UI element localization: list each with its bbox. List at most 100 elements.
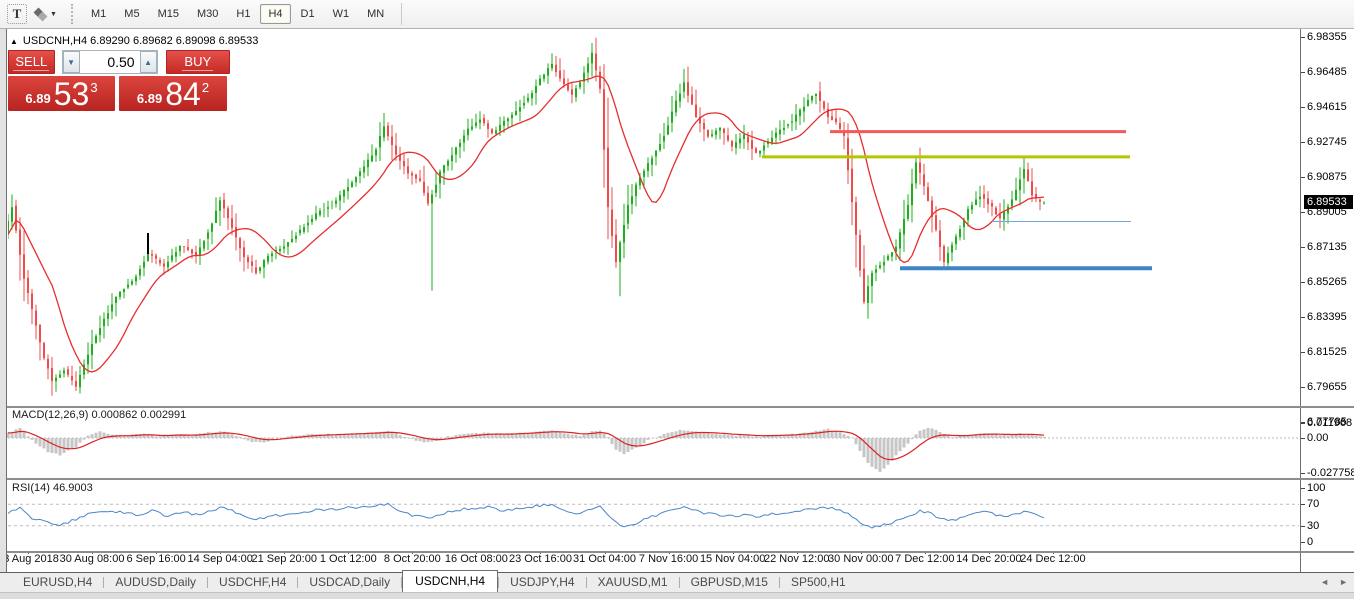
chart-tab-eurusd-h4[interactable]: EURUSD,H4 [23,575,93,589]
axis-tick [1301,37,1305,38]
timeframe-toolbar: T ▼ M1 M5 M15 M30 H1 H4 D1 W1 MN [0,0,1354,29]
timeframe-button-h1[interactable]: H1 [236,8,251,20]
axis-tick [1301,72,1305,73]
date-axis-label: 31 Oct 04:00 [573,553,637,565]
rsi-axis-label: 0 [1307,536,1314,548]
axis-tick [1301,438,1305,439]
tab-scroll-right-icon[interactable]: ► [1339,577,1348,587]
date-axis-label: 14 Sep 04:00 [187,553,253,565]
date-axis-label: 22 Nov 12:00 [764,553,830,565]
chart-tabs-bar: EURUSD,H4 AUDUSD,Daily USDCHF,H4 USDCAD,Dai… [0,570,1354,592]
date-axis-label: 7 Nov 16:00 [638,553,699,565]
date-axis-label: 24 Dec 12:00 [1020,553,1086,565]
axis-tick [1301,423,1305,425]
date-axis-label: 14 Dec 20:00 [956,553,1022,565]
axis-tick [1301,387,1305,388]
chart-tab-xauusd-m1[interactable]: XAUUSD,M1 [597,575,668,589]
rsi-axis-label: 100 [1307,482,1326,494]
price-axis-label: 6.92745 [1307,136,1347,148]
sell-price-big: 53 [53,76,90,112]
axis-tick [1301,504,1305,506]
main-macd-separator[interactable] [7,406,1354,408]
sell-price-box[interactable]: 6.89 53 3 [8,76,115,111]
macd-indicator [7,427,1299,472]
macd-rsi-separator[interactable] [7,478,1354,480]
axis-tick [1301,247,1305,248]
collapse-one-click-icon[interactable]: ▲ [10,36,18,46]
rsi-line [7,502,1045,529]
axis-tick [1301,142,1305,143]
buy-button-label: BUY [182,53,214,71]
timeframe-button-m5[interactable]: M5 [124,8,140,20]
price-chart-svg [7,37,1299,529]
date-axis-label: 16 Oct 08:00 [444,553,508,565]
buy-price-prefix: 6.89 [136,91,163,106]
sell-price-prefix: 6.89 [25,91,51,106]
buy-price-box[interactable]: 6.89 84 2 [119,76,227,111]
date-axis-label: 1 Oct 12:00 [319,553,377,565]
buy-price-sup: 2 [201,80,210,95]
timeframe-button-m30[interactable]: M30 [196,8,219,20]
toolbar-grip-handle[interactable] [71,4,76,24]
axis-tick [1301,177,1305,178]
volume-increase-button[interactable]: ▲ [139,51,157,73]
chart-title: USDCNH,H4 6.89290 6.89682 6.89098 6.8953… [22,35,259,47]
timeframe-button-m1[interactable]: M1 [91,8,107,20]
date-axis-label: 8 Oct 20:00 [383,553,441,565]
date-axis-label: 15 Nov 04:00 [699,553,766,565]
tab-separator [297,577,299,588]
volume-stepper: ▼ ▲ [61,50,158,74]
toolbar-separator [401,3,403,25]
moving-average-line [8,75,1045,373]
axis-tick [1301,282,1305,283]
one-click-trading-panel: SELL ▼ ▲ BUY 6.89 53 3 6.89 [8,50,230,111]
tab-separator [207,577,209,588]
tab-separator [778,577,780,588]
chart-tab-usdjpy-h4[interactable]: USDJPY,H4 [510,575,575,589]
volume-decrease-button[interactable]: ▼ [62,51,80,73]
objects-dropdown-button[interactable]: ▼ [31,4,61,24]
sell-button[interactable]: SELL [8,50,55,74]
tab-scroll-controls: ◄ ► [1320,577,1348,587]
rsi-axis-label: 70 [1307,498,1320,511]
timeframe-button-m15[interactable]: M15 [157,8,179,20]
date-axis-label: 6 Sep 16:00 [126,553,186,565]
timeframe-button-d1[interactable]: D1 [300,8,315,20]
text-label-tool-button[interactable]: T [7,4,27,24]
price-axis-label: 6.94615 [1307,101,1347,113]
price-axis-label: 6.77785 [1307,416,1347,428]
chart-tabs: EURUSD,H4 AUDUSD,Daily USDCHF,H4 USDCAD,Dai… [12,570,857,592]
axis-tick [1301,525,1305,527]
chart-tab-audusd-daily[interactable]: AUDUSD,Daily [115,575,197,589]
date-axis-label: 23 Aug 2018 [7,553,59,565]
buy-button[interactable]: BUY [165,50,230,74]
volume-input[interactable] [79,51,140,73]
timeframe-buttons: M1 M5 M15 M30 H1 H4 D1 W1 MN [82,0,393,29]
chart-tab-usdchf-h4[interactable]: USDCHF,H4 [219,575,287,589]
axis-tick [1301,317,1305,318]
sell-button-label: SELL [13,53,50,71]
sell-price-sup: 3 [90,80,98,95]
rsi-axis-label: 30 [1307,519,1320,532]
date-axis-label: 30 Nov 00:00 [828,553,894,565]
macd-axis-label: -0.027758 [1307,466,1354,479]
timeframe-button-w1[interactable]: W1 [332,8,350,20]
chart-tab-sp500-h1[interactable]: SP500,H1 [790,575,846,589]
buy-price-big: 84 [165,76,201,112]
tab-scroll-left-icon[interactable]: ◄ [1320,577,1330,587]
chart-tab-usdcnh-h4[interactable]: USDCNH,H4 [402,570,499,592]
timeframe-button-h4[interactable]: H4 [260,4,291,24]
chart-tab-usdcad-daily[interactable]: USDCAD,Daily [309,575,391,589]
axis-tick [1301,472,1305,474]
timeframe-button-mn[interactable]: MN [367,8,385,20]
macd-axis-label: 0.011968 [1307,417,1353,430]
price-axis-label: 6.87135 [1307,241,1347,253]
tab-separator [103,577,105,588]
axis-tick [1301,422,1305,423]
date-axis-label: 7 Dec 12:00 [895,553,955,565]
chart-tab-gbpusd-m15[interactable]: GBPUSD,M15 [690,575,768,589]
chart-area[interactable]: ▲ USDCNH,H4 6.89290 6.89682 6.89098 6.89… [7,29,1300,572]
date-axis-label: 21 Sep 20:00 [251,553,317,565]
candlestick-series [8,37,1152,396]
